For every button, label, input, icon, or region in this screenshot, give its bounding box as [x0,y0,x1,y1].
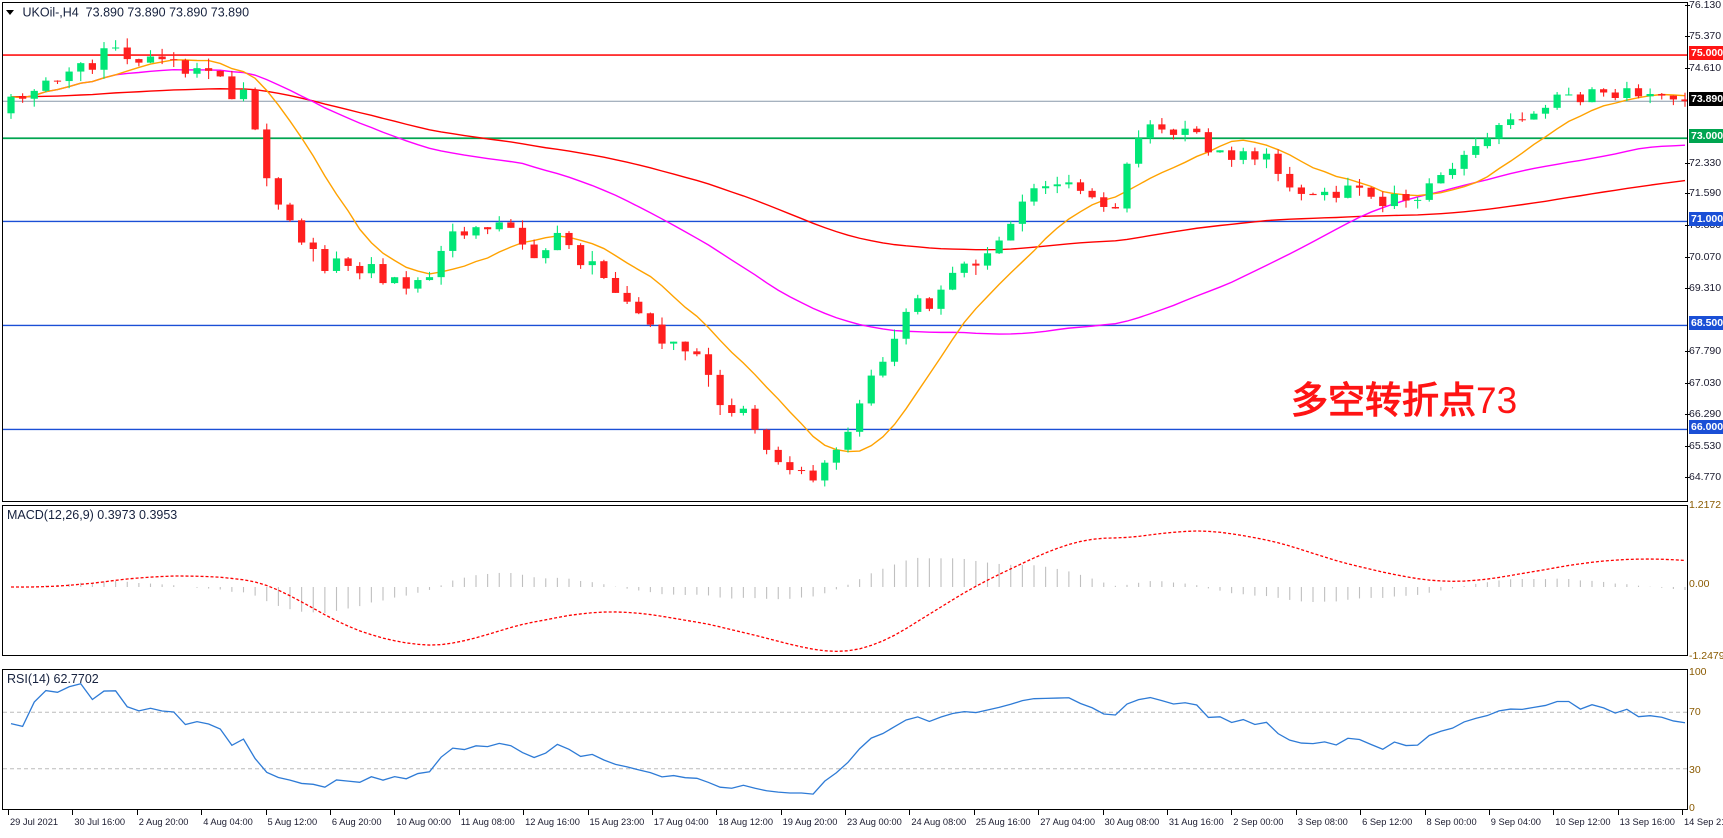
svg-text:多空转折点73: 多空转折点73 [1291,380,1517,421]
